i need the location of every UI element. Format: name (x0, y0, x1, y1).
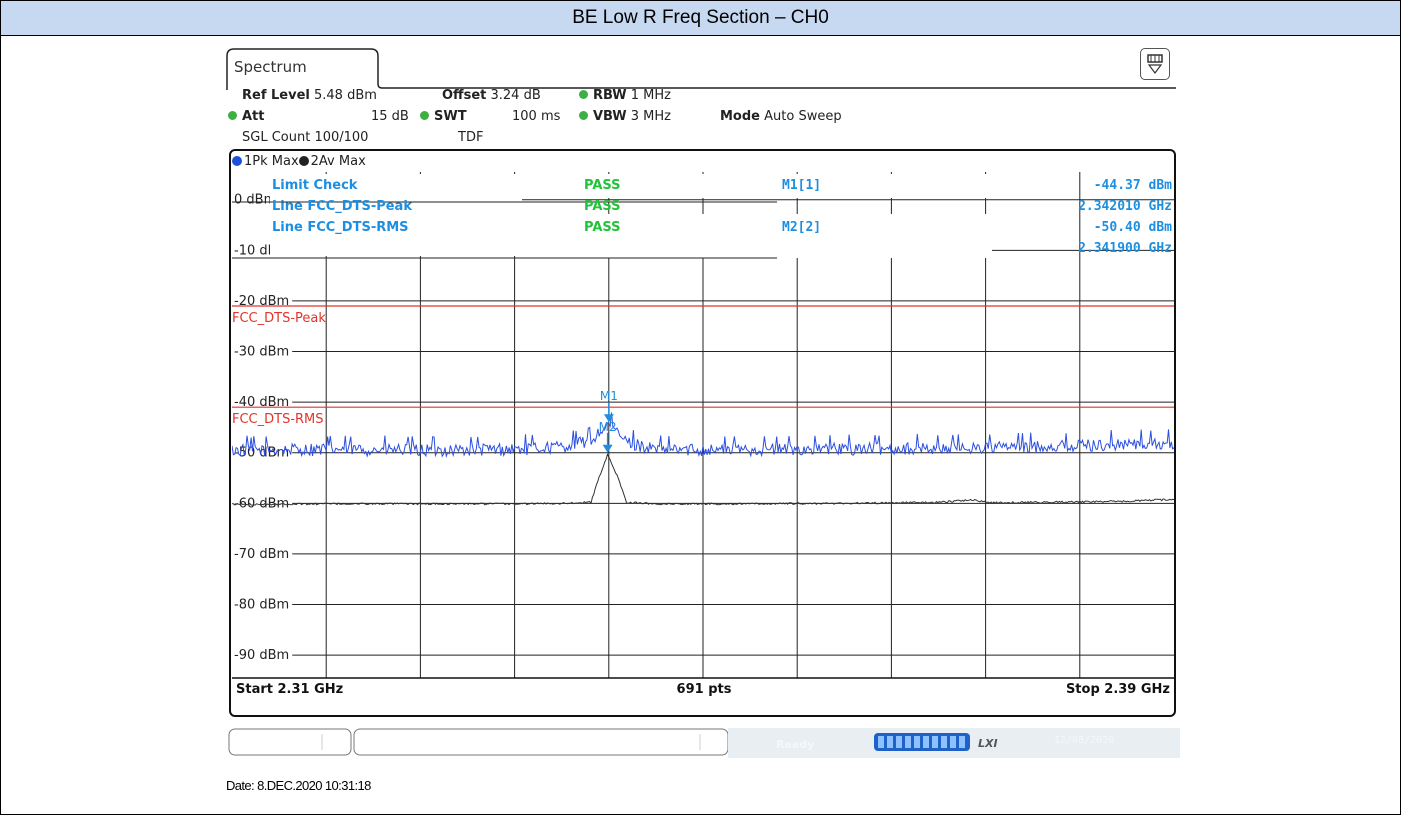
menu-button[interactable] (1140, 48, 1170, 80)
limit-line-rms-label: Line FCC_DTS-RMS (272, 220, 409, 235)
rbw-setting: RBW 1 MHz (579, 88, 671, 103)
ref-level-setting: Ref Level 5.48 dBm (242, 88, 377, 103)
swt-status-dot (420, 111, 429, 120)
trace-2av-max (232, 453, 1174, 506)
y-tick-label-bg (232, 545, 293, 562)
y-tick-label: -60 dBm (234, 496, 289, 511)
y-tick-label-bg (232, 394, 293, 411)
softkey-1[interactable] (228, 728, 352, 756)
limit-lines: FCC_DTS-Peak FCC_DTS-RMS (232, 305, 1174, 427)
stop-frequency: Stop 2.39 GHz (1066, 682, 1170, 697)
y-axis-labels: 0 dBm-10 dBm-20 dBm-30 dBm-40 dBm-50 dBm… (232, 191, 293, 664)
marker2-level: -50.40 dBm (1094, 220, 1172, 235)
progress-tick (959, 736, 965, 748)
traces (232, 412, 1174, 506)
trace1-label: 1Pk Max (244, 154, 299, 169)
att-status-dot (228, 111, 237, 120)
att-setting: Att (228, 109, 265, 124)
y-tick-label: -90 dBm (234, 648, 289, 663)
progress-tick (923, 736, 929, 748)
swt-value: 100 ms (512, 109, 561, 124)
capture-date: Date: 8.DEC.2020 10:31:18 (226, 778, 371, 793)
offset-setting: Offset 3.24 dB (442, 88, 541, 103)
y-tick-label: -70 dBm (234, 547, 289, 562)
y-tick-label-bg (232, 292, 293, 309)
y-tick-label-bg (232, 596, 293, 613)
progress-tick (887, 736, 893, 748)
trace1-dot (232, 156, 242, 166)
tab-spectrum[interactable]: Spectrum (234, 58, 307, 76)
spectrum-plot: 0 dBm-10 dBm-20 dBm-30 dBm-40 dBm-50 dBm… (232, 172, 1174, 697)
marker2-id: M2[2] (782, 220, 821, 235)
y-tick-label: -30 dBm (234, 345, 289, 360)
status-bar: Ready LXI 12/08/2020 (228, 728, 1180, 758)
trace2-dot (298, 156, 309, 166)
marker-triangle (603, 414, 614, 423)
progress-tick (941, 736, 947, 748)
trace-legend: 1Pk Max 2Av Max (232, 154, 366, 169)
progress-tick (878, 736, 884, 748)
vbw-status-dot (579, 111, 588, 120)
limit-line-label: FCC_DTS-Peak (232, 311, 326, 326)
rbw-status-dot (579, 90, 588, 99)
mode-setting: Mode Auto Sweep (720, 109, 842, 124)
y-tick-label: -20 dBm (234, 294, 289, 309)
vbw-setting: VBW 3 MHz (579, 109, 671, 124)
y-tick-label: -50 dBm (234, 446, 289, 461)
status-date: 12/08/2020 (1054, 735, 1114, 746)
progress-tick (932, 736, 938, 748)
tdf-label: TDF (458, 130, 484, 145)
softkey-2[interactable] (353, 728, 729, 756)
sweep-points: 691 pts (677, 682, 732, 697)
att-value: 15 dB (371, 109, 409, 124)
y-tick-label-bg (232, 444, 293, 461)
ready-status: Ready (776, 738, 814, 751)
marker1-freq: 2.342010 GHz (1078, 199, 1172, 214)
marker-tag: M1 (600, 389, 618, 403)
progress-tick (914, 736, 920, 748)
y-tick-label: -80 dBm (234, 598, 289, 613)
limit-line-peak-label: Line FCC_DTS-Peak (272, 199, 412, 214)
plot-footer: Start 2.31 GHz 691 pts Stop 2.39 GHz (232, 677, 1174, 697)
start-frequency: Start 2.31 GHz (236, 682, 343, 697)
y-tick-label-bg (232, 343, 293, 360)
tab-outline (226, 48, 1176, 90)
progress-tick (896, 736, 902, 748)
trace2-label: 2Av Max (310, 154, 366, 169)
marker1-id: M1[1] (782, 178, 821, 193)
y-tick-label: -40 dBm (234, 395, 289, 410)
y-tick-label-bg (232, 647, 293, 664)
marker1-level: -44.37 dBm (1094, 178, 1172, 193)
y-tick-label: 0 dBm (234, 193, 276, 208)
trace-1pk-max (232, 412, 1174, 459)
limit-marker-table: Limit Check Line FCC_DTS-Peak Line FCC_D… (232, 174, 1172, 259)
marker2-freq: 2.341900 GHz (1078, 241, 1172, 256)
limit-check-label: Limit Check (272, 178, 358, 193)
limit-rms-result: PASS (584, 220, 621, 235)
menu-icon (1147, 54, 1163, 74)
y-tick-label-bg (232, 495, 293, 512)
progress-tick (950, 736, 956, 748)
progress-tick (905, 736, 911, 748)
marker-tag: M2 (599, 420, 617, 434)
limit-line-label: FCC_DTS-RMS (232, 412, 324, 427)
limit-check-result: PASS (584, 178, 621, 193)
marker-triangle (602, 444, 613, 453)
page-title: BE Low R Freq Section – CH0 (1, 1, 1400, 36)
lxi-logo: LXI (978, 737, 998, 750)
swt-setting: SWT (420, 109, 467, 124)
progress-indicator (874, 733, 970, 751)
marker-glyphs: M1 M2 (599, 389, 618, 453)
sgl-count: SGL Count 100/100 (242, 130, 369, 145)
y-tick-label-bg (232, 191, 280, 208)
limit-peak-result: PASS (584, 199, 621, 214)
